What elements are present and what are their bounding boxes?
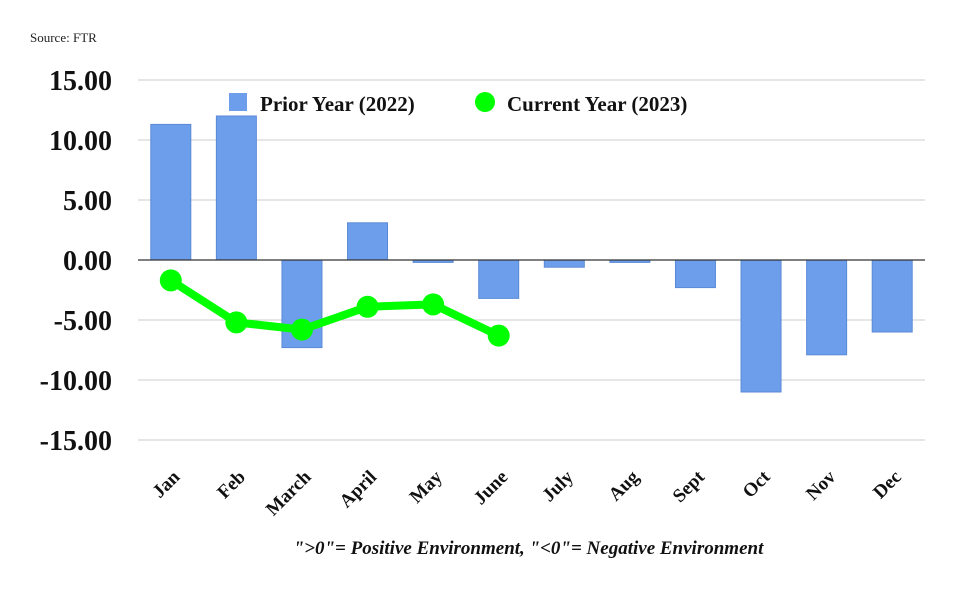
chart: 15.00 10.00 5.00 0.00 -5.00 -10.00 -15.00 Jan F… bbox=[40, 66, 925, 520]
y-tick-label: 15.00 bbox=[49, 66, 112, 97]
x-tick-label: July bbox=[538, 466, 578, 506]
bar bbox=[478, 259, 520, 299]
bar bbox=[150, 123, 192, 261]
x-tick-label: April bbox=[336, 467, 381, 512]
bar bbox=[347, 222, 389, 261]
line-point bbox=[159, 269, 182, 292]
bar bbox=[740, 259, 782, 393]
legend: Prior Year (2022) Current Year (2023) bbox=[229, 92, 687, 116]
y-tick-label: -10.00 bbox=[40, 366, 112, 397]
line-point bbox=[487, 324, 510, 347]
x-tick-label: Nov bbox=[802, 466, 840, 504]
x-axis-ticks: Jan Feb March April May June July Aug Sept Oct Nov… bbox=[149, 466, 906, 520]
series-line bbox=[166, 276, 503, 340]
line-point bbox=[290, 318, 313, 341]
legend-swatch-prior-year bbox=[229, 93, 247, 111]
bar bbox=[543, 259, 585, 268]
y-axis-ticks: 15.00 10.00 5.00 0.00 -5.00 -10.00 -15.00 bbox=[40, 66, 112, 457]
line-point bbox=[225, 311, 248, 334]
y-tick-label: 5.00 bbox=[63, 186, 112, 217]
footnote: ">0"= Positive Environment, "<0"= Negati… bbox=[293, 538, 764, 559]
y-tick-label: -5.00 bbox=[54, 306, 112, 337]
y-tick-label: 10.00 bbox=[49, 126, 112, 157]
x-tick-label: Feb bbox=[213, 467, 249, 503]
y-tick-label: -15.00 bbox=[40, 426, 112, 457]
line-series bbox=[159, 269, 510, 347]
source-note: Source: FTR bbox=[30, 30, 97, 45]
bar-series bbox=[150, 115, 913, 393]
bar bbox=[674, 259, 716, 289]
x-tick-label: Jan bbox=[149, 466, 185, 502]
grid-lines bbox=[138, 79, 925, 441]
legend-label-current-year: Current Year (2023) bbox=[507, 92, 687, 116]
y-tick-label: 0.00 bbox=[63, 246, 112, 277]
legend-label-prior-year: Prior Year (2022) bbox=[260, 92, 415, 116]
legend-swatch-current-year bbox=[475, 92, 495, 112]
bar bbox=[806, 259, 848, 356]
x-tick-label: Dec bbox=[869, 467, 905, 503]
x-tick-label: May bbox=[406, 466, 447, 507]
line-point bbox=[422, 293, 445, 316]
x-tick-label: March bbox=[262, 466, 316, 520]
x-tick-label: Sept bbox=[669, 466, 710, 507]
x-tick-label: June bbox=[470, 467, 512, 509]
bar bbox=[871, 259, 913, 333]
bar bbox=[215, 115, 257, 261]
x-tick-label: Oct bbox=[739, 466, 775, 502]
x-tick-label: Aug bbox=[605, 466, 644, 505]
line-point bbox=[356, 295, 379, 318]
